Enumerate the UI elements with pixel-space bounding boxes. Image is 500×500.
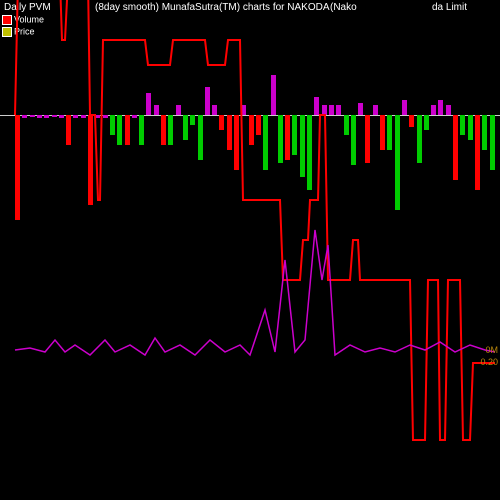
volume-bar <box>139 115 144 145</box>
title-segment: da Limit <box>432 2 467 13</box>
volume-bar <box>22 115 27 118</box>
volume-bar <box>402 100 407 115</box>
volume-bar <box>190 115 195 125</box>
volume-bar <box>358 103 363 115</box>
volume-bar <box>490 115 495 170</box>
volume-bar <box>373 105 378 115</box>
legend-box <box>2 27 12 37</box>
volume-bar <box>168 115 173 145</box>
volume-bar <box>329 105 334 115</box>
volume-bar <box>154 105 159 115</box>
legend-item: Price <box>2 26 35 37</box>
volume-bar <box>66 115 71 145</box>
axis-label: 0M <box>485 345 498 355</box>
volume-bar <box>387 115 392 150</box>
volume-bar <box>460 115 465 135</box>
volume-bar <box>438 100 443 115</box>
volume-bar <box>44 115 49 118</box>
volume-bar <box>314 97 319 115</box>
volume-bar <box>59 115 64 118</box>
volume-bar <box>176 105 181 115</box>
volume-bar <box>198 115 203 160</box>
volume-bar <box>482 115 487 150</box>
volume-bar <box>37 115 42 118</box>
volume-bar <box>395 115 400 210</box>
volume-bar <box>300 115 305 177</box>
volume-bar <box>161 115 166 145</box>
legend-label: Volume <box>14 15 44 25</box>
volume-bar <box>365 115 370 163</box>
volume-bar <box>95 115 100 118</box>
volume-bar <box>263 115 268 170</box>
legend-box <box>2 15 12 25</box>
volume-bar <box>227 115 232 150</box>
volume-bar <box>110 115 115 135</box>
volume-bar <box>431 105 436 115</box>
volume-bar <box>453 115 458 180</box>
volume-bar <box>285 115 290 160</box>
title-segment: (8day smooth) MunafaSutra(TM) charts for… <box>95 2 330 13</box>
volume-bar <box>380 115 385 150</box>
volume-bar <box>132 115 137 118</box>
volume-bar <box>212 105 217 115</box>
volume-bar <box>103 115 108 118</box>
volume-bar <box>256 115 261 135</box>
volume-bar <box>117 115 122 145</box>
volume-bar <box>81 115 86 118</box>
legend-label: Price <box>14 27 35 37</box>
volume-bar <box>475 115 480 190</box>
volume-bar <box>249 115 254 145</box>
title-segment: (Nako <box>330 2 357 13</box>
volume-bar <box>52 115 57 117</box>
volume-bar <box>146 93 151 115</box>
volume-bar <box>322 105 327 115</box>
volume-bar <box>88 115 93 205</box>
legend-item: Volume <box>2 14 44 25</box>
volume-bar <box>219 115 224 130</box>
volume-bar <box>234 115 239 170</box>
volume-bar <box>30 115 35 117</box>
chart-container: Daily PVM (8day smooth) MunafaSutra(TM) c… <box>0 0 500 500</box>
volume-bar <box>446 105 451 115</box>
price-lines-layer <box>0 0 500 500</box>
volume-bar <box>336 105 341 115</box>
title-segment: Daily PVM <box>4 2 51 13</box>
volume-bar <box>15 115 20 220</box>
volume-bar <box>73 115 78 118</box>
volume-bar <box>125 115 130 145</box>
volume-bar <box>241 105 246 115</box>
volume-bar <box>417 115 422 163</box>
volume-bar <box>307 115 312 190</box>
indicator-line <box>15 230 495 355</box>
volume-bar <box>271 75 276 115</box>
volume-bar <box>409 115 414 127</box>
volume-bar <box>468 115 473 140</box>
volume-bar <box>183 115 188 140</box>
volume-bar <box>278 115 283 163</box>
axis-label: 0.20 <box>480 357 498 367</box>
price-step-line <box>15 0 495 440</box>
volume-bar <box>351 115 356 165</box>
volume-bar <box>205 87 210 115</box>
volume-bar <box>292 115 297 155</box>
volume-bar <box>424 115 429 130</box>
volume-bar <box>344 115 349 135</box>
